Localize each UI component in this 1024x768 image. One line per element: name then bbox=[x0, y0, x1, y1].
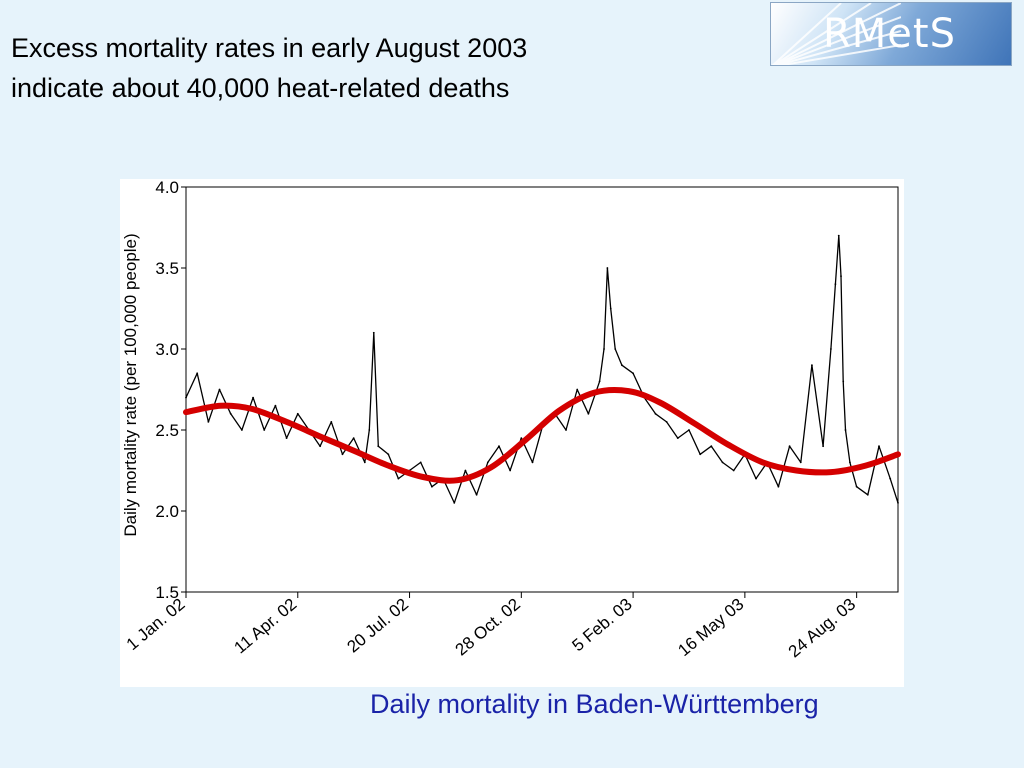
daily-mortality-point bbox=[240, 429, 243, 431]
daily-mortality-point bbox=[419, 461, 422, 464]
daily-mortality-point bbox=[788, 445, 791, 448]
daily-mortality-point bbox=[842, 380, 845, 383]
daily-mortality-point bbox=[721, 461, 724, 464]
daily-mortality-point bbox=[889, 477, 892, 480]
daily-mortality-point bbox=[319, 445, 322, 448]
daily-mortality-point bbox=[688, 429, 690, 431]
daily-mortality-point bbox=[252, 396, 254, 399]
series-layer bbox=[183, 234, 901, 504]
daily-mortality-point bbox=[822, 445, 825, 448]
mortality-chart: 1.5 2.0 2.5 3.0 3.5 4.0 1 Jan. 02 11 Apr. 02 20… bbox=[121, 179, 901, 661]
daily-mortality-point bbox=[866, 493, 869, 496]
y-axis: 1.5 2.0 2.5 3.0 3.5 4.0 bbox=[155, 179, 186, 602]
plot-frame bbox=[185, 186, 899, 593]
daily-mortality-point bbox=[834, 283, 837, 286]
daily-mortality-point bbox=[520, 437, 523, 439]
daily-mortality-point bbox=[621, 364, 623, 367]
x-tick-label: 24 Aug. 03 bbox=[785, 595, 860, 662]
y-tick-label: 2.5 bbox=[155, 421, 179, 440]
daily-mortality-point bbox=[587, 412, 590, 415]
daily-mortality-point bbox=[296, 412, 299, 415]
daily-mortality-point bbox=[598, 380, 601, 383]
y-tick-label: 3.0 bbox=[155, 340, 179, 359]
daily-mortality-point bbox=[654, 412, 657, 415]
daily-mortality-point bbox=[397, 477, 400, 480]
daily-mortality-point bbox=[274, 404, 277, 407]
daily-mortality-point bbox=[531, 461, 534, 464]
slide-title: Excess mortality rates in early August 2… bbox=[11, 28, 731, 108]
logo-text: RMetS bbox=[823, 11, 956, 57]
rmets-logo: RMetS bbox=[770, 2, 1012, 66]
daily-mortality-point bbox=[368, 429, 371, 431]
daily-mortality-point bbox=[849, 461, 851, 464]
daily-mortality-point bbox=[799, 461, 802, 464]
daily-mortality-point bbox=[614, 348, 617, 350]
daily-mortality-point bbox=[498, 445, 500, 448]
daily-mortality-point bbox=[830, 348, 832, 350]
daily-mortality-point bbox=[330, 421, 333, 423]
daily-mortality-point bbox=[699, 453, 702, 456]
daily-mortality-point bbox=[363, 461, 366, 464]
x-tick-label: 1 Jan. 02 bbox=[123, 595, 189, 655]
daily-mortality-point bbox=[665, 421, 668, 423]
daily-mortality-point bbox=[710, 445, 713, 448]
x-tick-label: 16 May 03 bbox=[674, 595, 747, 661]
title-line-1: Excess mortality rates in early August 2… bbox=[11, 33, 528, 63]
daily-mortality-point bbox=[837, 234, 840, 237]
daily-mortality-point bbox=[263, 429, 266, 431]
logo-rays-graphic bbox=[771, 3, 901, 65]
daily-mortality-point bbox=[609, 307, 612, 310]
daily-mortality-point bbox=[855, 485, 858, 488]
daily-mortality-point bbox=[576, 388, 579, 391]
daily-mortality-point bbox=[486, 461, 489, 464]
x-tick-label: 28 Oct. 02 bbox=[452, 595, 524, 660]
daily-mortality-point bbox=[341, 453, 344, 456]
daily-mortality-point bbox=[897, 502, 899, 504]
daily-mortality-point bbox=[218, 388, 221, 391]
daily-mortality-point bbox=[509, 469, 512, 472]
daily-mortality-point bbox=[811, 364, 813, 367]
chart-panel: 1.5 2.0 2.5 3.0 3.5 4.0 1 Jan. 02 11 Apr. 02 20… bbox=[120, 179, 904, 687]
daily-mortality-point bbox=[840, 275, 842, 277]
seasonal-trend-line bbox=[183, 387, 901, 484]
daily-mortality-point bbox=[464, 469, 467, 472]
x-tick-label: 5 Feb. 03 bbox=[568, 595, 635, 656]
daily-mortality-point bbox=[285, 437, 288, 439]
daily-mortality-point bbox=[229, 412, 232, 415]
daily-mortality-point bbox=[352, 437, 355, 439]
daily-mortality-line bbox=[185, 234, 899, 504]
title-line-2: indicate about 40,000 heat-related death… bbox=[11, 73, 510, 103]
daily-mortality-point bbox=[755, 477, 757, 480]
daily-mortality-point bbox=[606, 267, 609, 269]
y-axis-label: Daily mortality rate (per 100,000 people… bbox=[121, 233, 140, 536]
daily-mortality-point bbox=[632, 372, 634, 375]
y-tick-label: 3.5 bbox=[155, 259, 179, 278]
daily-mortality-point bbox=[431, 485, 433, 488]
daily-mortality-point bbox=[453, 502, 456, 504]
y-tick-label: 2.0 bbox=[155, 502, 179, 521]
daily-mortality-point bbox=[196, 372, 199, 375]
daily-mortality-point bbox=[475, 493, 478, 496]
daily-mortality-point bbox=[377, 445, 380, 448]
daily-mortality-point bbox=[878, 445, 880, 448]
x-axis: 1 Jan. 02 11 Apr. 02 20 Jul. 02 28 Oct. 02 5… bbox=[123, 592, 859, 661]
daily-mortality-point bbox=[844, 429, 847, 431]
x-tick-label: 20 Jul. 02 bbox=[343, 595, 412, 657]
y-tick-label: 1.5 bbox=[155, 583, 179, 602]
y-tick-label: 4.0 bbox=[155, 179, 179, 197]
daily-mortality-point bbox=[387, 453, 390, 456]
daily-mortality-point bbox=[732, 469, 735, 472]
daily-mortality-point bbox=[603, 348, 605, 350]
daily-mortality-point bbox=[676, 437, 679, 439]
daily-mortality-point bbox=[372, 331, 375, 334]
x-tick-label: 11 Apr. 02 bbox=[230, 595, 300, 658]
daily-mortality-point bbox=[777, 485, 780, 488]
daily-mortality-point bbox=[565, 429, 567, 431]
daily-mortality-point bbox=[185, 396, 187, 399]
chart-caption: Daily mortality in Baden-Württemberg bbox=[370, 689, 819, 719]
daily-mortality-point bbox=[207, 421, 210, 423]
